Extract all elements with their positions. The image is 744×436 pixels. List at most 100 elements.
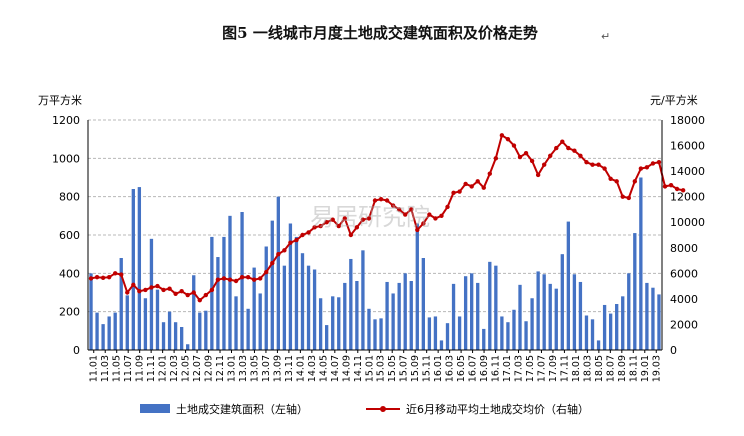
price-point: [149, 285, 154, 290]
x-tick-label: 11.11: [146, 355, 157, 382]
x-tick-label: 11.09: [135, 355, 146, 382]
x-tick-label: 14.05: [318, 355, 329, 382]
area-bar: [306, 265, 311, 350]
price-point: [221, 276, 227, 281]
area-bar: [367, 308, 371, 350]
price-point: [481, 185, 486, 190]
price-point: [396, 207, 402, 212]
area-bar: [621, 296, 625, 350]
area-bar: [548, 283, 552, 350]
right-tick-label: 6000: [670, 267, 698, 280]
right-tick-label: 0: [670, 344, 677, 357]
area-bar: [204, 310, 208, 350]
price-point: [282, 248, 287, 253]
price-point: [366, 216, 372, 221]
area-bar: [560, 254, 564, 350]
legend-line-label: 近6月移动平均土地成交均价（右轴）: [406, 402, 589, 416]
price-point: [584, 159, 589, 165]
right-tick-label: 14000: [670, 165, 705, 178]
x-tick-label: 11.01: [89, 355, 100, 382]
area-bar: [113, 312, 117, 350]
area-bar: [445, 323, 450, 350]
price-point: [215, 277, 221, 282]
area-bar: [276, 196, 280, 350]
area-bar: [143, 298, 148, 350]
x-tick-label: 17.11: [559, 355, 570, 382]
price-point: [608, 176, 613, 181]
area-bar: [222, 236, 226, 350]
area-bar: [198, 312, 202, 350]
price-point: [548, 153, 553, 158]
price-point: [167, 286, 172, 291]
left-axis-unit: 万平方米: [38, 93, 82, 107]
price-point: [409, 207, 414, 212]
price-point: [674, 186, 680, 192]
x-tick-label: 16.05: [456, 355, 467, 382]
x-tick-label: 14.01: [295, 355, 306, 382]
area-bar: [427, 317, 432, 350]
area-bar: [179, 327, 184, 350]
x-tick-label: 12.09: [204, 355, 215, 382]
x-tick-label: 15.05: [387, 355, 398, 382]
x-tick-label: 14.09: [341, 355, 352, 382]
x-tick-label: 17.09: [548, 355, 559, 382]
area-bar: [596, 340, 601, 350]
area-bar: [192, 275, 196, 350]
area-bar: [349, 258, 353, 350]
price-point: [119, 272, 124, 277]
price-point: [535, 172, 541, 178]
x-tick-label: 13.05: [250, 355, 261, 382]
x-tick-label: 15.03: [376, 355, 387, 382]
price-point: [112, 271, 118, 276]
area-bar: [325, 325, 329, 350]
x-tick-label: 11.03: [100, 355, 111, 382]
price-point: [572, 148, 577, 153]
price-point: [626, 195, 631, 201]
price-point: [403, 212, 408, 217]
price-point: [354, 225, 360, 230]
legend-bar-swatch: [140, 404, 170, 413]
area-bar: [651, 287, 655, 350]
area-bar: [439, 340, 444, 350]
price-point: [656, 159, 662, 165]
area-bar: [463, 276, 468, 350]
x-tick-label: 19.01: [640, 355, 651, 382]
area-bar: [288, 223, 293, 350]
price-point: [94, 274, 100, 280]
area-bar: [137, 187, 142, 350]
area-bar: [584, 315, 589, 350]
area-bar: [488, 261, 492, 350]
area-bar: [542, 274, 546, 350]
x-tick-label: 13.11: [284, 355, 295, 382]
area-bar: [578, 281, 583, 350]
price-point: [620, 194, 625, 199]
area-bar: [615, 304, 619, 350]
price-point: [203, 292, 209, 298]
price-point: [294, 237, 299, 243]
price-point: [433, 216, 438, 221]
x-tick-label: 18.07: [605, 355, 616, 382]
price-point: [529, 158, 535, 164]
price-point: [554, 145, 559, 151]
area-bar: [470, 273, 474, 350]
area-bar: [590, 319, 595, 350]
x-tick-label: 13.09: [272, 355, 283, 382]
area-bar: [167, 311, 172, 350]
x-tick-label: 17.01: [502, 355, 513, 382]
price-point: [511, 143, 517, 148]
area-bar: [246, 308, 250, 350]
area-bar: [337, 297, 341, 350]
price-point: [288, 240, 293, 245]
price-point: [445, 204, 450, 210]
area-bar: [186, 344, 190, 350]
right-tick-label: 8000: [670, 242, 698, 255]
price-point: [233, 278, 239, 284]
x-tick-label: 15.07: [399, 355, 410, 382]
area-bar: [312, 269, 317, 350]
price-point: [173, 291, 178, 296]
paragraph-mark: ↵: [601, 30, 610, 43]
price-point: [318, 223, 323, 229]
price-point: [602, 166, 607, 171]
